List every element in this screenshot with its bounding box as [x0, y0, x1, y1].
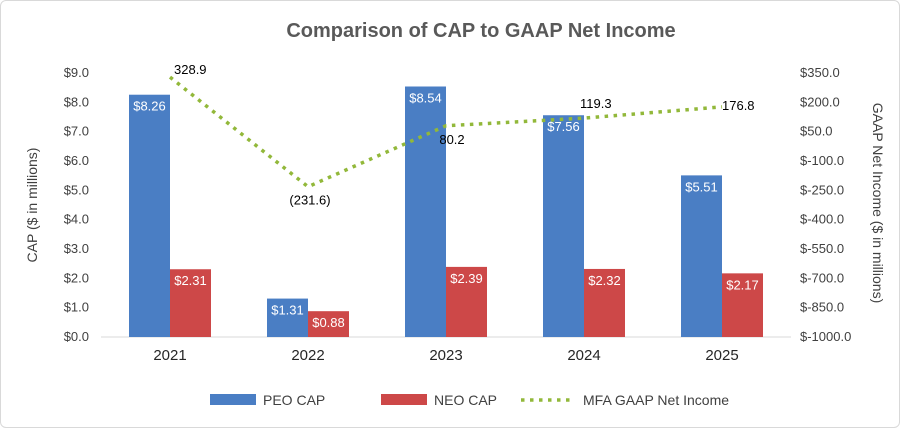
y-right-tick-label: $50.0 [800, 124, 833, 139]
y-right-tick-label: $-250.0 [800, 182, 844, 197]
legend-label: PEO CAP [263, 392, 325, 408]
legend-label: MFA GAAP Net Income [583, 392, 729, 408]
bar-value-label: $7.56 [547, 119, 580, 134]
bar-peo-cap [129, 94, 170, 337]
line-value-label: 119.3 [580, 96, 612, 111]
axes-group: $0.0 $1.0 $2.0 $3.0 $4.0 $5.0 $6.0 $7.0 $8.0 $9.0… [64, 65, 852, 364]
y-right-tick-label: $200.0 [800, 94, 840, 109]
y-right-tick-label: $350.0 [800, 65, 840, 80]
legend-swatch [210, 394, 256, 405]
bar-peo-cap [267, 298, 308, 337]
bar-value-label: $5.51 [685, 179, 718, 194]
y-right-tick-label: $-1000.0 [800, 329, 851, 344]
bar-peo-cap [543, 115, 584, 338]
x-tick-label: 2021 [153, 347, 186, 364]
y-left-tick-label: $1.0 [64, 300, 89, 315]
legend-swatch [381, 394, 427, 405]
bar-peo-cap [405, 86, 446, 337]
y-left-tick-label: $6.0 [64, 153, 89, 168]
y-right-tick-label: $-100.0 [800, 153, 844, 168]
bar-value-label: $1.31 [271, 303, 304, 318]
bar-value-label: $2.31 [174, 273, 207, 288]
x-tick-label: 2025 [705, 347, 738, 364]
y-left-tick-label: $3.0 [64, 241, 89, 256]
line-value-label: 80.2 [439, 132, 464, 147]
bar-value-label: $8.54 [409, 90, 442, 105]
bar-value-label: $0.88 [312, 315, 345, 330]
bar-value-label: $2.17 [726, 277, 759, 292]
x-tick-label: 2022 [291, 347, 324, 364]
line-value-label: 328.9 [174, 62, 207, 77]
y-right-tick-label: $-850.0 [800, 300, 844, 315]
bar-neo-cap [584, 268, 625, 337]
y-right-tick-label: $-700.0 [800, 270, 844, 285]
y-axis-left-label: CAP ($ in millions) [24, 148, 40, 263]
bar-neo-cap [446, 266, 487, 337]
line-mfa-gaap-net-income [168, 75, 723, 189]
y-left-tick-label: $2.0 [64, 270, 89, 285]
y-left-tick-label: $9.0 [64, 65, 89, 80]
bar-value-label: $8.26 [133, 99, 166, 114]
bar-value-label: $2.39 [450, 271, 483, 286]
legend: PEO CAP NEO CAP MFA GAAP Net Income [210, 392, 729, 408]
bars-group [129, 86, 763, 338]
bar-neo-cap [170, 269, 211, 337]
y-left-tick-label: $4.0 [64, 212, 89, 227]
y-right-tick-label: $-550.0 [800, 241, 844, 256]
y-left-tick-label: $5.0 [64, 182, 89, 197]
y-left-tick-label: $7.0 [64, 124, 89, 139]
x-tick-label: 2023 [429, 347, 462, 364]
bar-neo-cap [308, 311, 349, 337]
line-value-label: 176.8 [722, 98, 755, 113]
y-left-tick-label: $8.0 [64, 94, 89, 109]
bar-value-label: $2.32 [588, 273, 621, 288]
legend-label: NEO CAP [434, 392, 497, 408]
y-left-tick-label: $0.0 [64, 329, 89, 344]
x-tick-label: 2024 [567, 347, 600, 364]
y-axis-right-label: GAAP Net Income ($ in millions) [870, 103, 886, 303]
data-labels-group: $8.26 $1.31 $8.54 $7.56 $5.51 $2.31 $0.88 $2.39… [133, 62, 759, 330]
bar-peo-cap [681, 175, 722, 337]
chart-title: Comparison of CAP to GAAP Net Income [286, 20, 675, 42]
line-series-group [168, 75, 723, 189]
bar-neo-cap [722, 273, 763, 337]
line-value-label: (231.6) [289, 193, 330, 208]
y-right-tick-label: $-400.0 [800, 212, 844, 227]
